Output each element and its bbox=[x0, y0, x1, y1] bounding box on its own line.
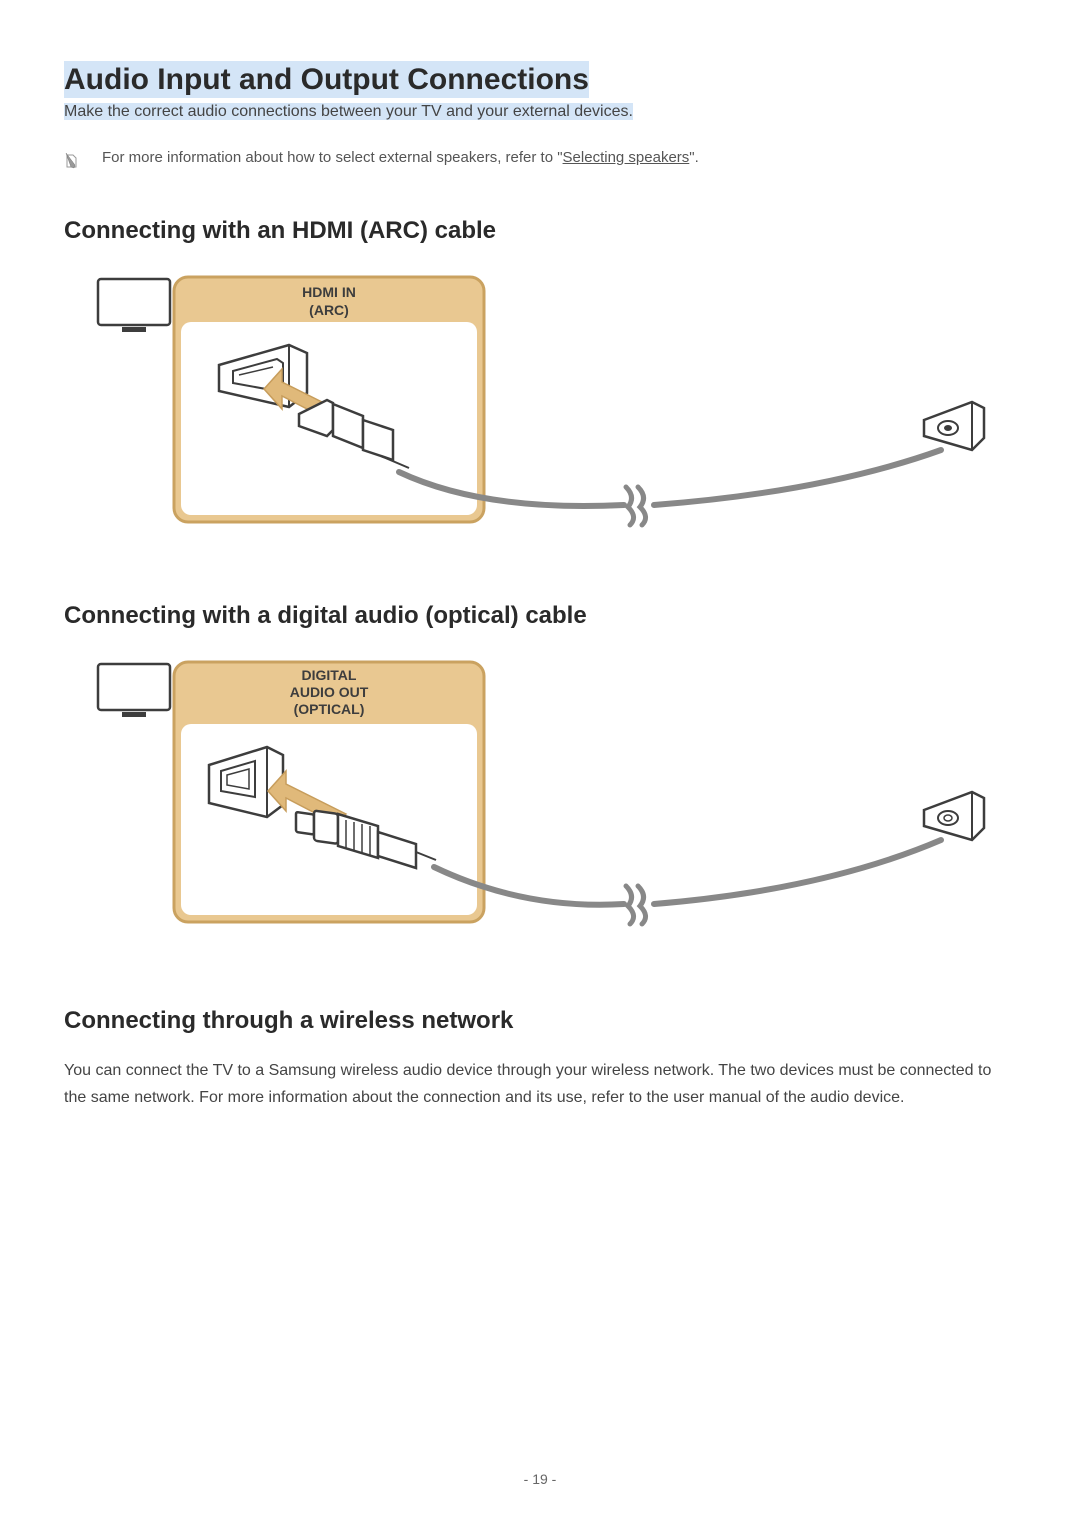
note-post: ". bbox=[689, 149, 699, 166]
wireless-body: You can connect the TV to a Samsung wire… bbox=[64, 1057, 1016, 1111]
page-title: Audio Input and Output Connections bbox=[64, 60, 1016, 97]
optical-label-1: DIGITAL bbox=[302, 667, 357, 683]
hdmi-label-2: (ARC) bbox=[309, 302, 349, 318]
page-title-text: Audio Input and Output Connections bbox=[64, 61, 589, 98]
page-subtitle: Make the correct audio connections betwe… bbox=[64, 103, 1016, 121]
hdmi-section-title: Connecting with an HDMI (ARC) cable bbox=[64, 217, 1016, 245]
note-link[interactable]: Selecting speakers bbox=[563, 149, 690, 166]
tv-icon bbox=[98, 664, 170, 717]
pencil-icon bbox=[64, 151, 78, 169]
hdmi-diagram: HDMI IN (ARC) bbox=[64, 267, 1004, 537]
note-pre: For more information about how to select… bbox=[102, 149, 563, 166]
cable-squiggle-1 bbox=[626, 886, 634, 924]
optical-diagram: DIGITAL AUDIO OUT (OPTICAL) bbox=[64, 652, 1004, 942]
remote-port-icon bbox=[924, 402, 984, 450]
optical-section-title: Connecting with a digital audio (optical… bbox=[64, 602, 1016, 630]
optical-label-2: AUDIO OUT bbox=[290, 684, 369, 700]
page-number: - 19 - bbox=[0, 1471, 1080, 1487]
cable-squiggle-1 bbox=[626, 487, 634, 525]
note-text: For more information about how to select… bbox=[102, 149, 699, 166]
page-subtitle-text: Make the correct audio connections betwe… bbox=[64, 103, 633, 120]
cable-squiggle-2 bbox=[638, 487, 646, 525]
cable-path-2 bbox=[654, 450, 941, 505]
remote-port-icon bbox=[924, 792, 984, 840]
optical-label-3: (OPTICAL) bbox=[294, 701, 365, 717]
tv-icon bbox=[98, 279, 170, 332]
note-row: For more information about how to select… bbox=[64, 149, 1016, 169]
hdmi-label-1: HDMI IN bbox=[302, 284, 356, 300]
cable-path-2 bbox=[654, 840, 941, 904]
cable-squiggle-2 bbox=[638, 886, 646, 924]
wireless-section-title: Connecting through a wireless network bbox=[64, 1007, 1016, 1035]
